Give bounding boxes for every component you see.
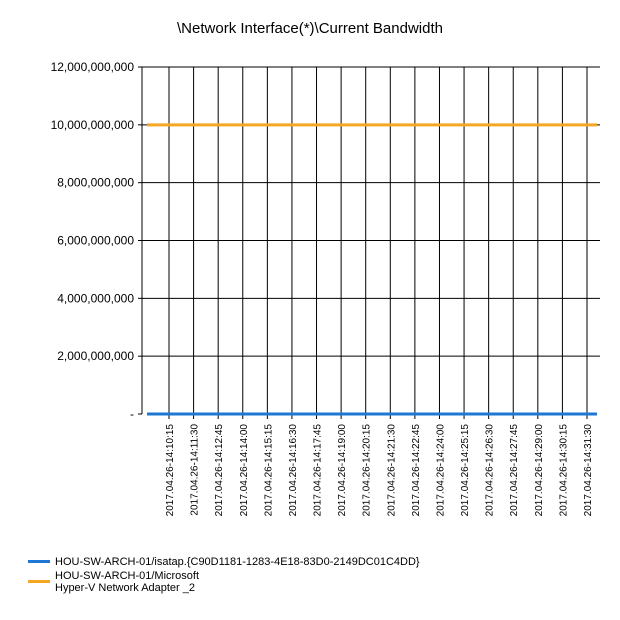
legend-swatch-hyperv xyxy=(28,580,50,583)
x-tick-label: 2017.04.26-14:17:45 xyxy=(313,424,324,517)
x-tick-label: 2017.04.26-14:19:00 xyxy=(337,424,348,517)
legend-label-isatap: HOU-SW-ARCH-01/isatap.{C90D1181-1283-4E1… xyxy=(55,556,420,568)
x-tick-label: 2017.04.26-14:14:00 xyxy=(239,424,250,517)
y-tick-label: 2,000,000,000 xyxy=(57,349,134,363)
y-tick-label: - xyxy=(130,407,134,421)
x-tick-label: 2017.04.26-14:26:30 xyxy=(485,424,496,517)
x-tick-label: 2017.04.26-14:30:15 xyxy=(558,424,569,517)
x-tick-label: 2017.04.26-14:10:15 xyxy=(165,424,176,517)
y-tick-label: 12,000,000,000 xyxy=(51,60,135,74)
chart-title: \Network Interface(*)\Current Bandwidth xyxy=(177,20,443,37)
y-tick-label: 6,000,000,000 xyxy=(57,234,134,248)
legend-swatch-isatap xyxy=(28,560,50,563)
y-tick-label: 8,000,000,000 xyxy=(57,176,134,190)
x-tick-label: 2017.04.26-14:20:15 xyxy=(362,424,373,517)
x-tick-label: 2017.04.26-14:25:15 xyxy=(460,424,471,517)
x-tick-label: 2017.04.26-14:16:30 xyxy=(288,424,299,517)
y-tick-label: 10,000,000,000 xyxy=(51,118,135,132)
x-tick-label: 2017.04.26-14:12:45 xyxy=(214,424,225,517)
y-tick-label: 4,000,000,000 xyxy=(57,291,134,305)
x-tick-label: 2017.04.26-14:22:45 xyxy=(411,424,422,517)
x-tick-label: 2017.04.26-14:29:00 xyxy=(534,424,545,517)
legend-label-hyperv: HOU-SW-ARCH-01/Microsoft Hyper-V Network… xyxy=(55,570,200,594)
x-tick-label: 2017.04.26-14:24:00 xyxy=(435,424,446,517)
x-tick-label: 2017.04.26-14:31:30 xyxy=(583,424,594,517)
x-tick-label: 2017.04.26-14:11:30 xyxy=(190,424,201,516)
x-tick-label: 2017.04.26-14:27:45 xyxy=(509,424,520,517)
x-tick-label: 2017.04.26-14:15:15 xyxy=(263,424,274,517)
x-tick-label: 2017.04.26-14:21:30 xyxy=(386,424,397,517)
